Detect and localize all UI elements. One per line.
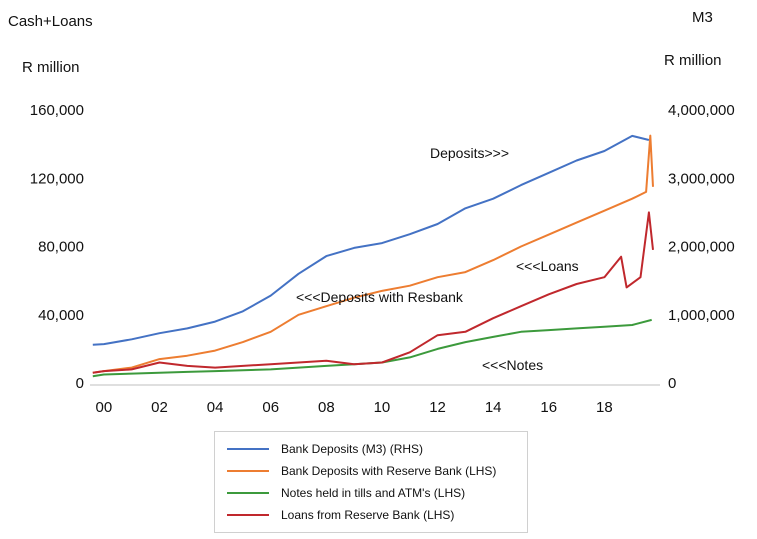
legend-item-m3: Bank Deposits (M3) (RHS) [227,438,527,460]
x-tick-label: 08 [318,399,335,416]
right-tick-label: 0 [668,375,676,392]
left-tick-label: 80,000 [38,239,84,256]
annotation-deposits-resbank: <<<Deposits with Resbank [296,289,464,305]
legend-label-notes: Notes held in tills and ATM's (LHS) [281,486,466,500]
x-tick-label: 14 [485,399,502,416]
legend-swatch-deposits-resbank [227,470,269,472]
left-axis-unit: R million [22,59,80,76]
annotation-deposits: Deposits>>> [430,145,509,161]
series-line-1 [92,134,654,374]
legend-swatch-notes [227,492,269,494]
x-tick-label: 18 [596,399,613,416]
left-tick-label: 0 [76,375,84,392]
series-layer [92,134,654,378]
legend: Bank Deposits (M3) (RHS) Bank Deposits w… [214,431,528,533]
legend-item-notes: Notes held in tills and ATM's (LHS) [227,482,527,504]
right-tick-label: 2,000,000 [668,239,735,256]
legend-item-loans: Loans from Reserve Bank (LHS) [227,504,527,526]
x-tick-label: 10 [374,399,391,416]
x-tick-label: 06 [262,399,279,416]
x-tick-label: 04 [207,399,224,416]
series-line-0 [92,134,650,346]
legend-label-m3: Bank Deposits (M3) (RHS) [281,442,424,456]
right-axis-ticks: 0 1,000,000 2,000,000 3,000,000 4,000,000 [668,102,735,392]
x-axis-ticks: 00 02 04 06 08 10 12 14 16 18 [96,399,613,416]
legend-item-deposits-resbank: Bank Deposits with Reserve Bank (LHS) [227,460,527,482]
right-tick-label: 3,000,000 [668,170,735,187]
left-tick-label: 160,000 [30,102,84,119]
x-tick-label: 00 [96,399,113,416]
left-axis-ticks: 0 40,000 80,000 120,000 160,000 [30,102,84,392]
chart: Cash+Loans R million M3 R million 0 40,00… [8,9,735,416]
legend-label-loans: Loans from Reserve Bank (LHS) [281,508,455,522]
legend-swatch-m3 [227,448,269,450]
series-line-3 [92,211,654,374]
annotation-notes: <<<Notes [482,357,543,373]
legend-swatch-loans [227,514,269,516]
left-tick-label: 40,000 [38,307,84,324]
legend-label-deposits-resbank: Bank Deposits with Reserve Bank (LHS) [281,464,497,478]
right-axis-unit: R million [664,52,722,69]
right-axis-title: M3 [692,9,713,26]
right-tick-label: 4,000,000 [668,102,735,119]
annotation-loans: <<<Loans [516,258,579,274]
left-axis-title: Cash+Loans [8,13,93,30]
series-line-2 [92,318,652,378]
x-tick-label: 02 [151,399,168,416]
left-tick-label: 120,000 [30,170,84,187]
x-tick-label: 12 [429,399,446,416]
right-tick-label: 1,000,000 [668,307,735,324]
x-tick-label: 16 [540,399,557,416]
